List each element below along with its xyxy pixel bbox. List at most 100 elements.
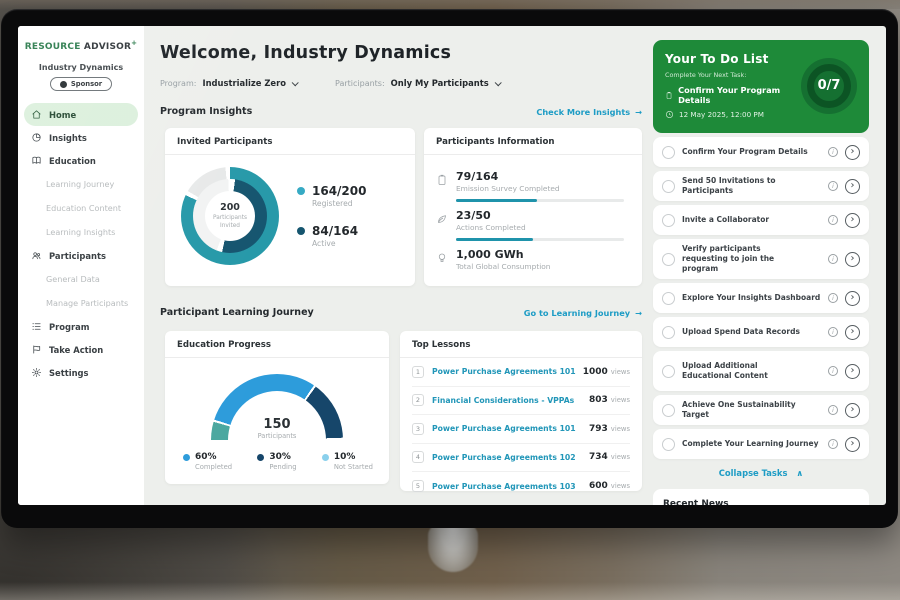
sidebar-item-take-action[interactable]: Take Action (18, 338, 144, 361)
sidebar-item-settings[interactable]: Settings (18, 361, 144, 384)
todo-summary-card: Your To Do List Complete Your Next Task:… (653, 40, 869, 133)
task-row[interactable]: Verify participants requesting to join t… (653, 239, 869, 279)
participants-filter[interactable]: Participants: Only My Participants (335, 78, 502, 88)
card-title: Top Lessons (400, 331, 642, 358)
actions-icon (438, 215, 446, 223)
sidebar-item-insights[interactable]: Insights (18, 126, 144, 149)
app-logo: RESOURCE ADVISOR+ (18, 39, 144, 52)
task-row[interactable]: Explore Your Insights Dashboard i › (653, 283, 869, 313)
lesson-link[interactable]: Financial Considerations - VPPAs (432, 395, 575, 405)
chevron-right-icon[interactable]: › (845, 290, 860, 306)
consumption-icon (438, 253, 446, 262)
sidebar-item-general-data[interactable]: General Data (18, 267, 144, 291)
info-icon[interactable]: i (828, 181, 838, 191)
arrow-right-icon: → (635, 307, 642, 318)
go-to-learning-journey-link[interactable]: Go to Learning Journey → (524, 308, 642, 318)
sidebar-item-manage-participants[interactable]: Manage Participants (18, 291, 144, 315)
views-suffix: views (610, 424, 630, 433)
gauge-legend: 60% Completed 30% Pending 10% Not Starte… (165, 440, 389, 471)
info-icon[interactable]: i (828, 327, 838, 337)
task-checkbox[interactable] (662, 437, 675, 451)
sidebar-item-program[interactable]: Program (18, 315, 144, 338)
task-label: Complete Your Learning Journey (682, 438, 819, 448)
task-checkbox[interactable] (662, 179, 675, 193)
sidebar-item-learning-insights[interactable]: Learning Insights (18, 220, 144, 244)
next-task-label: Confirm Your Program Details (678, 85, 781, 105)
chevron-right-icon[interactable]: › (845, 251, 860, 267)
lesson-row[interactable]: 2 Financial Considerations - VPPAs 803 v… (412, 387, 630, 415)
registered-value: 164/200 (312, 184, 367, 198)
legend-dot (257, 454, 265, 461)
task-row[interactable]: Achieve One Sustainability Target i › (653, 395, 869, 425)
lesson-link[interactable]: Power Purchase Agreements 101 (432, 424, 576, 434)
gauge-center-value: 150 (263, 417, 291, 432)
task-checkbox[interactable] (662, 364, 675, 378)
chevron-right-icon[interactable]: › (845, 212, 860, 228)
lesson-row[interactable]: 5 Power Purchase Agreements 103 600 view… (412, 472, 630, 501)
task-checkbox[interactable] (662, 403, 675, 417)
task-row[interactable]: Complete Your Learning Journey i › (653, 429, 869, 459)
chevron-right-icon[interactable]: › (845, 402, 860, 418)
program-insights-header: Program Insights Check More Insights → (160, 106, 642, 117)
sidebar-item-label: Manage Participants (46, 298, 129, 308)
legend-dot (183, 454, 190, 461)
card-title: Education Progress (165, 331, 389, 358)
education-gauge-chart: 150 Participants (211, 374, 343, 440)
sidebar-item-participants[interactable]: Participants (18, 244, 144, 267)
program-filter[interactable]: Program: Industrialize Zero (160, 78, 299, 88)
info-icon[interactable]: i (828, 366, 838, 376)
donut-center-label: Participants Invited (212, 215, 248, 229)
sidebar-item-education[interactable]: Education (18, 149, 144, 172)
progress-fill (456, 238, 534, 241)
task-label: Upload Additional Educational Content (682, 360, 768, 380)
task-row[interactable]: Invite a Collaborator i › (653, 205, 869, 235)
invited-participants-card: Invited Participants 200 Participants In… (165, 128, 415, 286)
sidebar-item-label: Settings (49, 367, 89, 378)
chevron-right-icon[interactable]: › (845, 363, 860, 379)
task-checkbox[interactable] (662, 252, 675, 266)
chevron-right-icon[interactable]: › (845, 324, 860, 340)
info-icon[interactable]: i (828, 254, 838, 264)
consumption-label: Total Global Consumption (456, 262, 551, 271)
card-title: Participants Information (424, 128, 642, 155)
invited-donut-chart: 200 Participants Invited (181, 167, 279, 265)
progress-track (456, 199, 624, 202)
task-row[interactable]: Send 50 Invitations to Participants i › (653, 171, 869, 201)
sidebar-item-label: Home (49, 109, 77, 120)
task-checkbox[interactable] (662, 213, 675, 227)
lesson-link[interactable]: Power Purchase Agreements 102 (432, 452, 576, 462)
task-row[interactable]: Upload Spend Data Records i › (653, 317, 869, 347)
lesson-link[interactable]: Power Purchase Agreements 101 (432, 367, 576, 377)
ring-band (807, 63, 851, 108)
views-count: 600 (589, 481, 608, 492)
lesson-row[interactable]: 1 Power Purchase Agreements 101 1000 vie… (412, 358, 630, 387)
program-icon (32, 323, 41, 330)
chevron-right-icon[interactable]: › (845, 144, 860, 160)
info-icon[interactable]: i (828, 439, 838, 449)
task-checkbox[interactable] (662, 291, 675, 305)
info-icon[interactable]: i (828, 215, 838, 225)
task-checkbox[interactable] (662, 145, 675, 159)
dashboard-screen: RESOURCE ADVISOR+ Industry Dynamics Spon… (18, 26, 886, 505)
sidebar-item-education-content[interactable]: Education Content (18, 196, 144, 220)
info-icon[interactable]: i (828, 293, 838, 303)
check-more-insights-link[interactable]: Check More Insights → (536, 107, 642, 117)
sidebar-item-home[interactable]: Home (24, 103, 138, 126)
task-row[interactable]: Upload Additional Educational Content i … (653, 351, 869, 391)
home-icon (32, 110, 41, 119)
task-checkbox[interactable] (662, 325, 675, 339)
completed-label: Completed (195, 463, 233, 471)
lesson-link[interactable]: Power Purchase Agreements 103 (432, 481, 576, 491)
info-icon[interactable]: i (828, 147, 838, 157)
lesson-row[interactable]: 3 Power Purchase Agreements 101 793 view… (412, 415, 630, 444)
info-icon[interactable]: i (828, 405, 838, 415)
clock-icon (666, 111, 673, 118)
chevron-right-icon[interactable]: › (845, 178, 860, 194)
task-label: Achieve One Sustainability Target (682, 399, 796, 419)
lesson-row[interactable]: 4 Power Purchase Agreements 102 734 view… (412, 444, 630, 472)
monitor-bezel: RESOURCE ADVISOR+ Industry Dynamics Spon… (1, 9, 898, 528)
sidebar-item-learning-journey[interactable]: Learning Journey (18, 172, 144, 196)
task-row[interactable]: Confirm Your Program Details i › (653, 137, 869, 167)
collapse-tasks-link[interactable]: Collapse Tasks ∧ (653, 468, 869, 478)
chevron-right-icon[interactable]: › (845, 436, 860, 452)
